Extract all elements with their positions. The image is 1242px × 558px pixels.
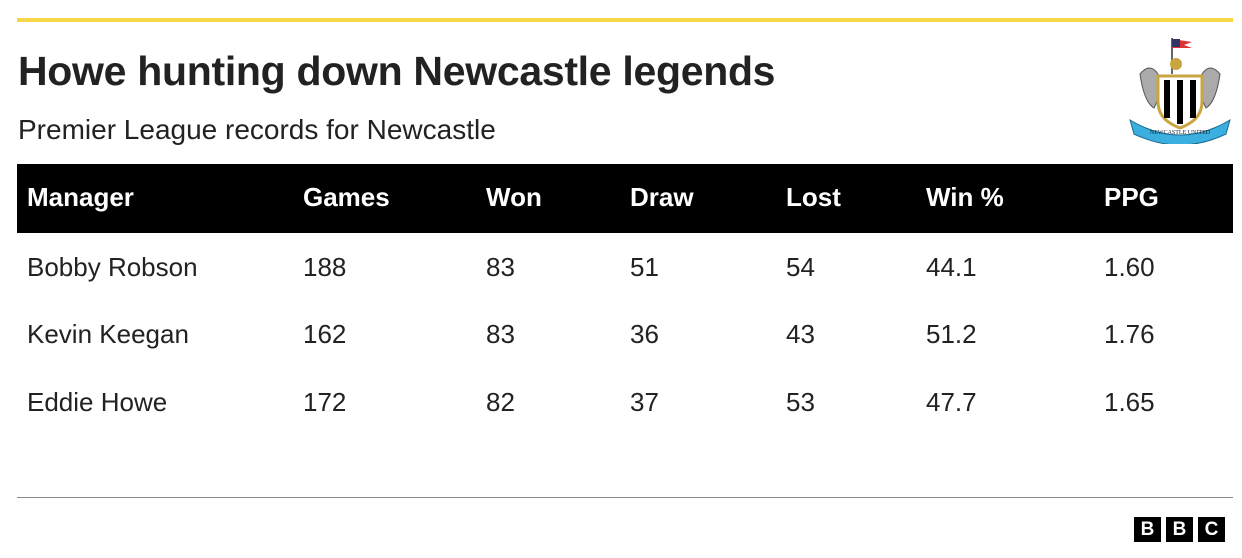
newcastle-crest-logo: NEWCASTLE UNITED — [1129, 38, 1231, 144]
column-header-lost: Lost — [786, 182, 841, 212]
column-header-draw: Draw — [630, 182, 694, 212]
cell-ppg: 1.60 — [1104, 252, 1155, 282]
bbc-logo: B B C — [1134, 517, 1225, 542]
cell-won: 83 — [486, 252, 515, 282]
column-header-won: Won — [486, 182, 542, 212]
cell-games: 162 — [303, 319, 347, 349]
footer-divider — [17, 497, 1233, 498]
subtitle: Premier League records for Newcastle — [18, 114, 496, 145]
table-header: Manager Games Won Draw Lost Win % PPG — [17, 164, 1233, 233]
bbc-logo-letter: C — [1198, 517, 1225, 542]
bbc-logo-letter: B — [1166, 517, 1193, 542]
top-accent-line — [17, 18, 1233, 22]
page-title: Howe hunting down Newcastle legends — [18, 48, 776, 94]
cell-lost: 54 — [786, 252, 815, 282]
cell-manager: Kevin Keegan — [27, 319, 189, 349]
column-header-win-pct: Win % — [926, 182, 1004, 212]
cell-draw: 36 — [630, 319, 659, 349]
column-header-manager: Manager — [27, 182, 134, 212]
cell-manager: Eddie Howe — [27, 387, 168, 417]
table-row: Eddie Howe 172 82 37 53 47.7 1.65 — [17, 387, 1233, 447]
cell-ppg: 1.76 — [1104, 319, 1155, 349]
bbc-logo-letter: B — [1134, 517, 1161, 542]
cell-won: 83 — [486, 319, 515, 349]
cell-won: 82 — [486, 387, 515, 417]
cell-lost: 53 — [786, 387, 815, 417]
cell-lost: 43 — [786, 319, 815, 349]
crest-text: NEWCASTLE UNITED — [1150, 130, 1211, 136]
column-header-ppg: PPG — [1104, 182, 1159, 212]
cell-win-pct: 44.1 — [926, 252, 977, 282]
table-row: Kevin Keegan 162 83 36 43 51.2 1.76 — [17, 319, 1233, 379]
cell-games: 188 — [303, 252, 347, 282]
cell-ppg: 1.65 — [1104, 387, 1155, 417]
column-header-games: Games — [303, 182, 390, 212]
cell-games: 172 — [303, 387, 347, 417]
cell-win-pct: 47.7 — [926, 387, 977, 417]
cell-manager: Bobby Robson — [27, 252, 198, 282]
cell-draw: 37 — [630, 387, 659, 417]
table-row: Bobby Robson 188 83 51 54 44.1 1.60 — [17, 252, 1233, 312]
cell-draw: 51 — [630, 252, 659, 282]
cell-win-pct: 51.2 — [926, 319, 977, 349]
